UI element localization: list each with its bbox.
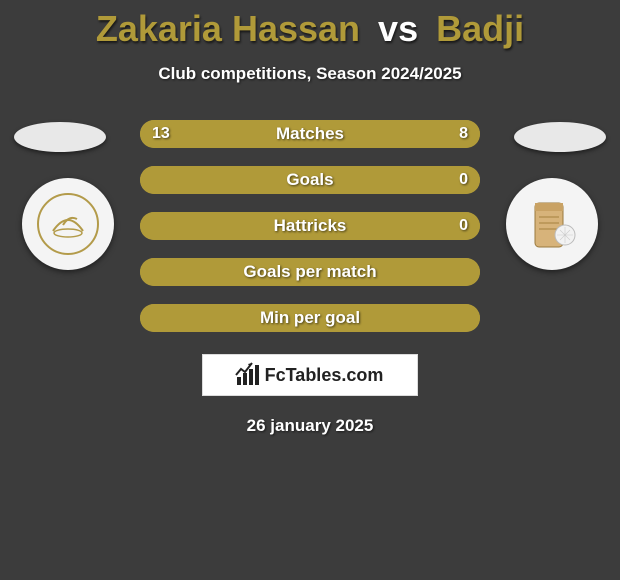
stat-value-left: 13 [152, 125, 170, 143]
stat-bar: Min per goal [140, 304, 480, 332]
subtitle: Club competitions, Season 2024/2025 [0, 64, 620, 84]
stat-label: Min per goal [260, 308, 360, 328]
stat-bars: Matches 13 8 Goals 0 Hattricks 0 Goals per matc… [140, 120, 480, 332]
stat-label: Hattricks [274, 216, 347, 236]
player1-pill [14, 122, 106, 152]
stat-value-right: 0 [459, 217, 468, 235]
player1-club-badge [22, 178, 114, 270]
stat-bar: Goals 0 [140, 166, 480, 194]
stat-label: Matches [276, 124, 344, 144]
player2-pill [514, 122, 606, 152]
club-crest-left-icon [33, 189, 103, 259]
club-crest-right-icon [517, 189, 587, 259]
chart-icon [237, 365, 259, 385]
stat-bar: Goals per match [140, 258, 480, 286]
player2-name: Badji [436, 8, 524, 49]
player2-club-badge [506, 178, 598, 270]
vs-text: vs [378, 8, 418, 49]
stat-label: Goals [286, 170, 333, 190]
stat-label: Goals per match [243, 262, 376, 282]
snapshot-date: 26 january 2025 [0, 416, 620, 436]
player1-name: Zakaria Hassan [96, 8, 360, 49]
stat-value-right: 8 [459, 125, 468, 143]
stat-bar: Matches 13 8 [140, 120, 480, 148]
brand-text: FcTables.com [265, 365, 384, 386]
stat-value-right: 0 [459, 171, 468, 189]
brand-logo[interactable]: FcTables.com [202, 354, 418, 396]
page-title: Zakaria Hassan vs Badji [0, 0, 620, 50]
stat-bar: Hattricks 0 [140, 212, 480, 240]
